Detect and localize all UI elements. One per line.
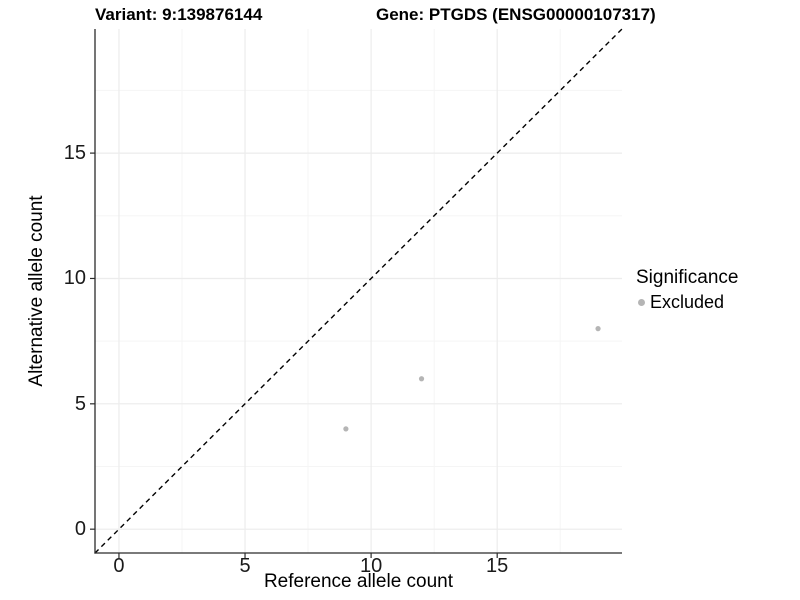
identity-line bbox=[94, 28, 623, 554]
y-tick-label: 15 bbox=[63, 142, 86, 165]
variant-title: Variant: 9:139876144 bbox=[95, 5, 263, 24]
excluded-point-icon bbox=[638, 298, 645, 306]
legend-item-label: Excluded bbox=[650, 292, 725, 312]
y-axis-title: Alternative allele count bbox=[26, 195, 47, 387]
legend-item-excluded: Excluded bbox=[636, 292, 738, 312]
data-point bbox=[418, 376, 425, 382]
gene-title: Gene: PTGDS (ENSG00000107317) bbox=[376, 5, 656, 24]
x-axis-title: Reference allele count bbox=[263, 571, 454, 592]
data-point bbox=[595, 326, 601, 332]
legend-title: Significance bbox=[636, 267, 739, 288]
x-tick-label: 0 bbox=[113, 555, 125, 577]
y-tick-label: 10 bbox=[63, 267, 86, 290]
x-tick-label: 15 bbox=[486, 555, 509, 577]
legend: Significance Excluded bbox=[636, 266, 738, 312]
y-tick-label: 5 bbox=[74, 392, 86, 415]
y-tick-label: 0 bbox=[74, 518, 86, 541]
x-tick-label: 10 bbox=[359, 555, 383, 577]
data-point bbox=[343, 426, 349, 432]
x-tick-label: 5 bbox=[239, 555, 251, 577]
